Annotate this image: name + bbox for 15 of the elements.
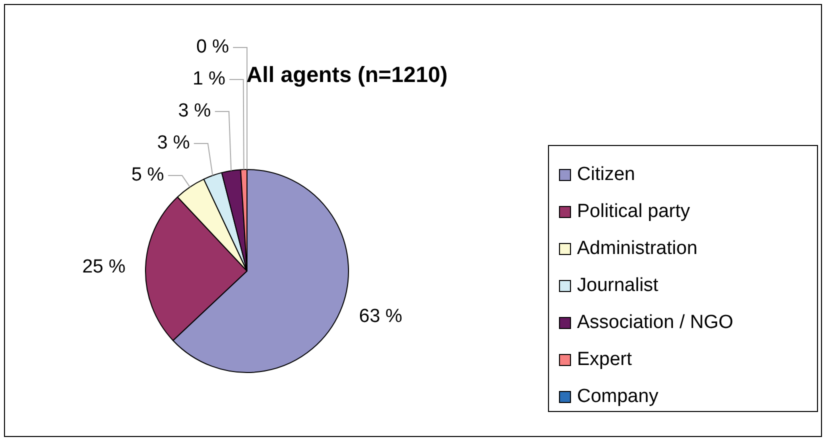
legend-label: Company [577,386,658,408]
data-label: 25 % [82,256,126,278]
data-label: 5 % [131,164,164,186]
data-label: 3 % [178,100,212,122]
data-label: 63 % [359,306,402,328]
legend-label: Journalist [577,274,658,296]
chart-title: All agents (n=1210) [246,62,448,87]
legend-label: Citizen [577,164,636,186]
legend-label: Association / NGO [577,312,734,334]
legend-label: Administration [577,238,698,260]
data-label: 3 % [157,132,190,154]
legend-label: Expert [577,348,632,370]
legend-label: Political party [577,200,690,222]
text: 0 % [196,36,229,58]
data-label: 1 % [192,68,226,90]
